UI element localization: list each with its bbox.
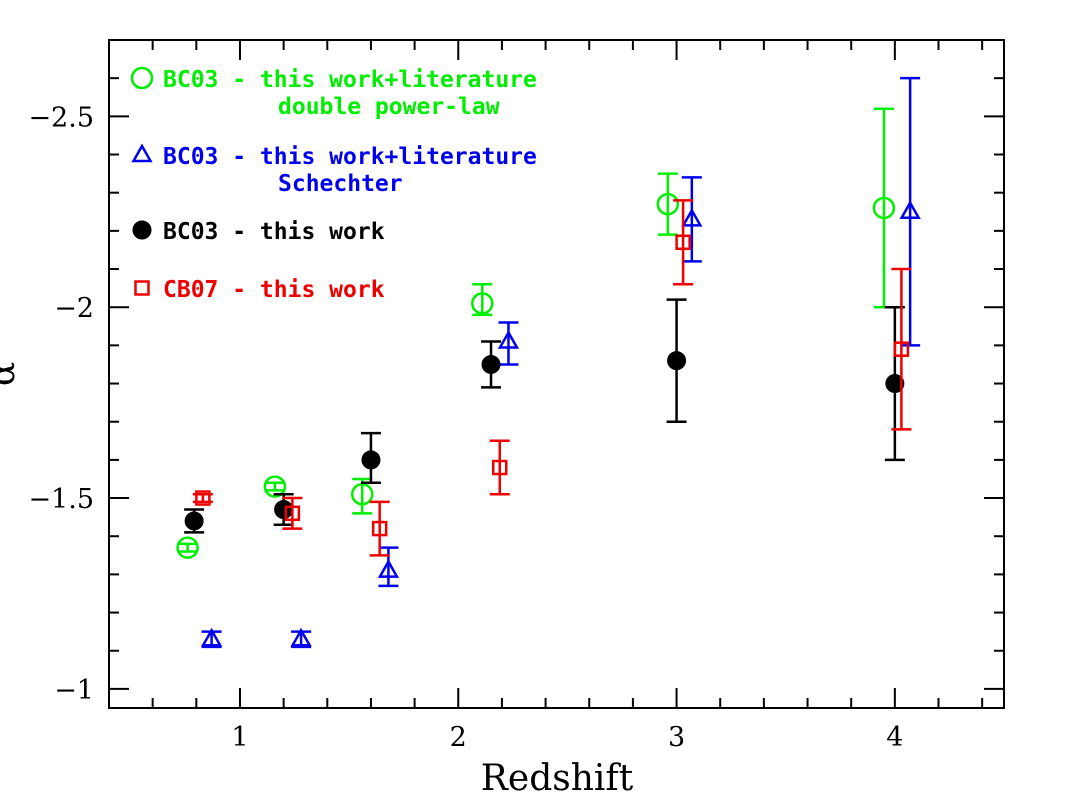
data-point bbox=[290, 627, 312, 649]
x-axis-title: Redshift bbox=[481, 758, 634, 797]
data-point bbox=[656, 172, 680, 236]
y-axis-title: α bbox=[0, 362, 23, 386]
x-tick-label: 2 bbox=[450, 722, 467, 753]
open-circle-marker bbox=[263, 475, 287, 498]
filled-circle-marker bbox=[885, 374, 905, 394]
legend-label: BC03 - this work bbox=[163, 219, 385, 245]
data-point bbox=[471, 283, 494, 317]
filled-circle-marker bbox=[132, 220, 152, 240]
x-tick-label: 4 bbox=[886, 722, 903, 753]
data-point bbox=[263, 475, 287, 498]
open-circle-marker bbox=[471, 292, 494, 315]
data-point bbox=[489, 439, 510, 496]
open-circle-marker bbox=[872, 196, 896, 220]
legend-label: BC03 - this work+literature bbox=[163, 144, 537, 170]
legend-label: double power-law bbox=[278, 94, 500, 120]
data-point bbox=[899, 76, 921, 347]
legend-label: Schechter bbox=[278, 171, 403, 197]
open-square-marker bbox=[491, 459, 508, 476]
open-circle-marker bbox=[656, 192, 680, 216]
open-square-marker bbox=[893, 341, 910, 357]
filled-circle-marker bbox=[361, 450, 381, 470]
data-point bbox=[273, 492, 294, 527]
data-point bbox=[176, 536, 199, 559]
data-point bbox=[891, 267, 912, 431]
data-point bbox=[681, 176, 703, 263]
data-point bbox=[192, 490, 213, 506]
x-tick-label: 1 bbox=[231, 722, 248, 753]
y-tick-label: −2 bbox=[54, 293, 94, 324]
x-tick-label: 3 bbox=[668, 722, 685, 753]
data-point bbox=[200, 627, 223, 649]
open-square-marker bbox=[371, 520, 388, 537]
data-point bbox=[184, 508, 205, 534]
filled-circle-marker bbox=[184, 511, 204, 531]
open-circle-marker bbox=[350, 482, 374, 506]
data-point bbox=[666, 298, 687, 423]
data-point bbox=[369, 500, 390, 557]
data-point bbox=[377, 546, 400, 588]
data-point bbox=[360, 431, 381, 485]
data-point bbox=[350, 477, 374, 515]
filled-circle-marker bbox=[481, 354, 501, 374]
y-tick-label: −1.5 bbox=[28, 484, 94, 515]
open-square-marker bbox=[195, 490, 211, 506]
open-square-marker bbox=[284, 505, 301, 522]
tick-labels: 1 2 3 4 −2.5 −2 −1.5 −1 bbox=[28, 102, 903, 753]
filled-circle-marker bbox=[667, 351, 687, 371]
open-circle-marker bbox=[130, 66, 154, 90]
open-triangle-marker bbox=[290, 627, 312, 647]
open-triangle-marker bbox=[681, 207, 703, 227]
open-triangle-marker bbox=[377, 559, 400, 578]
series-group bbox=[200, 76, 921, 649]
filled-circle-marker bbox=[274, 500, 294, 520]
open-square-marker bbox=[134, 280, 150, 296]
open-square-marker bbox=[675, 234, 691, 251]
open-triangle-marker bbox=[131, 143, 153, 163]
series-group bbox=[176, 107, 896, 559]
data-point bbox=[872, 107, 896, 309]
open-circle-marker bbox=[176, 536, 199, 559]
open-triangle-marker bbox=[899, 200, 921, 220]
tick-marks bbox=[109, 40, 1004, 708]
series-group bbox=[192, 199, 912, 557]
open-triangle-marker bbox=[200, 627, 223, 647]
open-triangle-marker bbox=[497, 330, 520, 349]
legend-label: CB07 - this work bbox=[163, 277, 385, 303]
data-point bbox=[497, 321, 520, 366]
legend-label: BC03 - this work+literature bbox=[163, 67, 537, 93]
data-point bbox=[282, 496, 303, 530]
y-tick-label: −1 bbox=[54, 675, 94, 706]
plot-frame bbox=[108, 39, 1005, 709]
data-points bbox=[176, 76, 921, 649]
data-point bbox=[673, 199, 694, 286]
data-point bbox=[481, 340, 502, 389]
series-group bbox=[184, 298, 905, 534]
y-tick-label: −2.5 bbox=[28, 102, 94, 133]
